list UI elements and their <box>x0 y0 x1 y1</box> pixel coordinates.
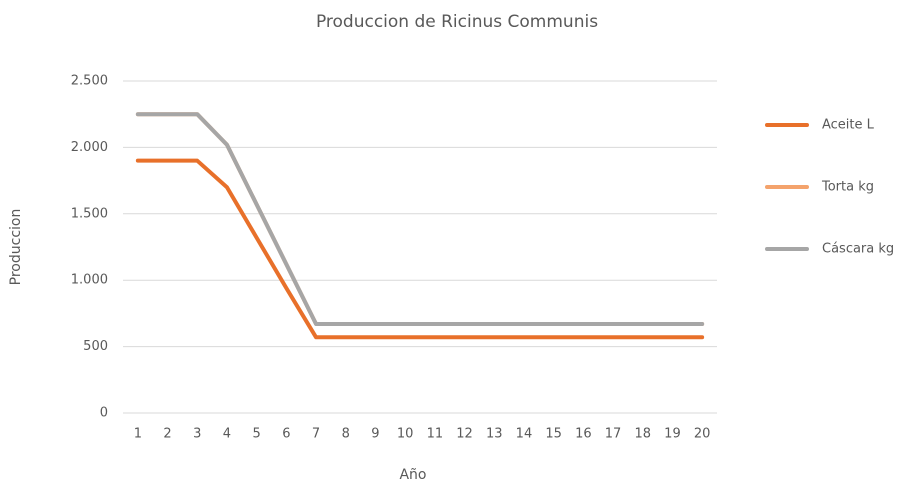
chart-title: Produccion de Ricinus Communis <box>316 12 598 32</box>
legend-label: Cáscara kg <box>822 242 894 257</box>
x-tick-label: 14 <box>516 427 533 442</box>
y-tick-label: 0 <box>100 406 108 421</box>
y-tick-label: 1.000 <box>71 273 108 288</box>
x-tick-label: 19 <box>664 427 681 442</box>
x-tick-label: 5 <box>253 427 261 442</box>
x-tick-label: 1 <box>134 427 142 442</box>
x-tick-label: 17 <box>605 427 622 442</box>
x-tick-label: 13 <box>486 427 503 442</box>
x-tick-label: 11 <box>427 427 444 442</box>
x-tick-label: 16 <box>575 427 592 442</box>
x-tick-label: 15 <box>545 427 562 442</box>
y-tick-label: 2.500 <box>71 74 108 89</box>
x-tick-label: 7 <box>312 427 320 442</box>
y-tick-label: 2.000 <box>71 140 108 155</box>
series-line <box>135 112 705 327</box>
x-tick-label: 8 <box>342 427 350 442</box>
x-tick-label: 20 <box>694 427 711 442</box>
legend-label: Torta kg <box>821 180 874 195</box>
x-tick-label: 2 <box>163 427 171 442</box>
x-axis-title: Año <box>399 467 426 483</box>
x-tick-label: 10 <box>397 427 414 442</box>
x-tick-label: 12 <box>456 427 473 442</box>
y-tick-label: 500 <box>83 339 108 354</box>
x-tick-label: 6 <box>282 427 290 442</box>
x-tick-label: 3 <box>193 427 201 442</box>
y-axis-title: Produccion <box>8 209 24 286</box>
x-tick-label: 9 <box>371 427 379 442</box>
x-tick-label: 18 <box>634 427 651 442</box>
series-line <box>135 112 705 327</box>
y-tick-label: 1.500 <box>71 206 108 221</box>
x-tick-label: 4 <box>223 427 231 442</box>
series-line <box>135 158 705 340</box>
legend-label: Aceite L <box>822 118 875 133</box>
